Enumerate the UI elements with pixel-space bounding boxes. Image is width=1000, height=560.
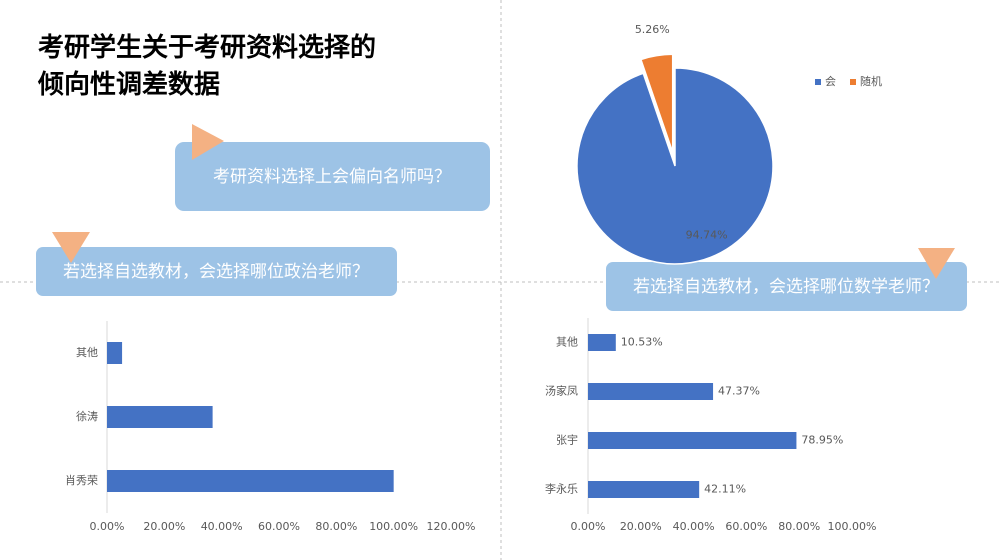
callout-box xyxy=(36,247,397,296)
data-label: 94.74% xyxy=(686,229,728,242)
x-tick-label: 20.00% xyxy=(143,520,185,533)
callout-arrow xyxy=(192,124,224,160)
data-label: 78.95% xyxy=(801,434,843,447)
y-tick-label: 汤家凤 xyxy=(545,384,578,398)
callout-arrow xyxy=(918,248,955,279)
bar xyxy=(588,334,616,351)
title: 考研学生关于考研资料选择的 xyxy=(38,32,376,63)
x-tick-label: 0.00% xyxy=(571,520,606,533)
legend-label: 会 xyxy=(825,75,836,88)
bar xyxy=(107,406,213,428)
bar xyxy=(588,481,700,498)
data-label: 10.53% xyxy=(621,336,663,349)
legend-swatch xyxy=(815,79,821,85)
callout-arrow xyxy=(52,232,90,263)
y-tick-label: 张宇 xyxy=(556,434,578,447)
data-label: 47.37% xyxy=(718,385,760,398)
x-tick-label: 80.00% xyxy=(778,520,820,533)
data-label: 5.26% xyxy=(635,23,670,36)
bar xyxy=(107,342,123,364)
legend-swatch xyxy=(850,79,856,85)
bar xyxy=(588,432,797,449)
callout: 若选择自选教材，会选择哪位政治老师？ xyxy=(63,262,369,282)
callout: 若选择自选教材，会选择哪位数学老师？ xyxy=(633,277,939,297)
legend-label: 随机 xyxy=(860,74,882,88)
x-tick-label: 100.00% xyxy=(369,520,418,533)
title: 倾向性调差数据 xyxy=(37,69,220,100)
x-tick-label: 40.00% xyxy=(201,520,243,533)
pie-slice xyxy=(576,67,774,265)
x-tick-label: 0.00% xyxy=(90,520,125,533)
x-tick-label: 20.00% xyxy=(620,520,662,533)
data-label: 42.11% xyxy=(704,483,746,496)
x-tick-label: 100.00% xyxy=(828,520,877,533)
y-tick-label: 其他 xyxy=(556,336,578,349)
x-tick-label: 60.00% xyxy=(258,520,300,533)
y-tick-label: 其他 xyxy=(76,346,98,359)
callout: 考研资料选择上会偏向名师吗？ xyxy=(213,167,451,187)
y-tick-label: 李永乐 xyxy=(545,482,578,496)
x-tick-label: 120.00% xyxy=(427,520,476,533)
callout-box xyxy=(175,142,490,211)
x-tick-label: 80.00% xyxy=(315,520,357,533)
callout-box xyxy=(606,262,967,311)
bar xyxy=(107,470,394,492)
bar xyxy=(588,383,714,400)
y-tick-label: 肖秀荣 xyxy=(65,473,98,487)
y-tick-label: 徐涛 xyxy=(76,409,98,423)
pie-slice xyxy=(639,53,674,153)
x-tick-label: 60.00% xyxy=(725,520,767,533)
x-tick-label: 40.00% xyxy=(673,520,715,533)
